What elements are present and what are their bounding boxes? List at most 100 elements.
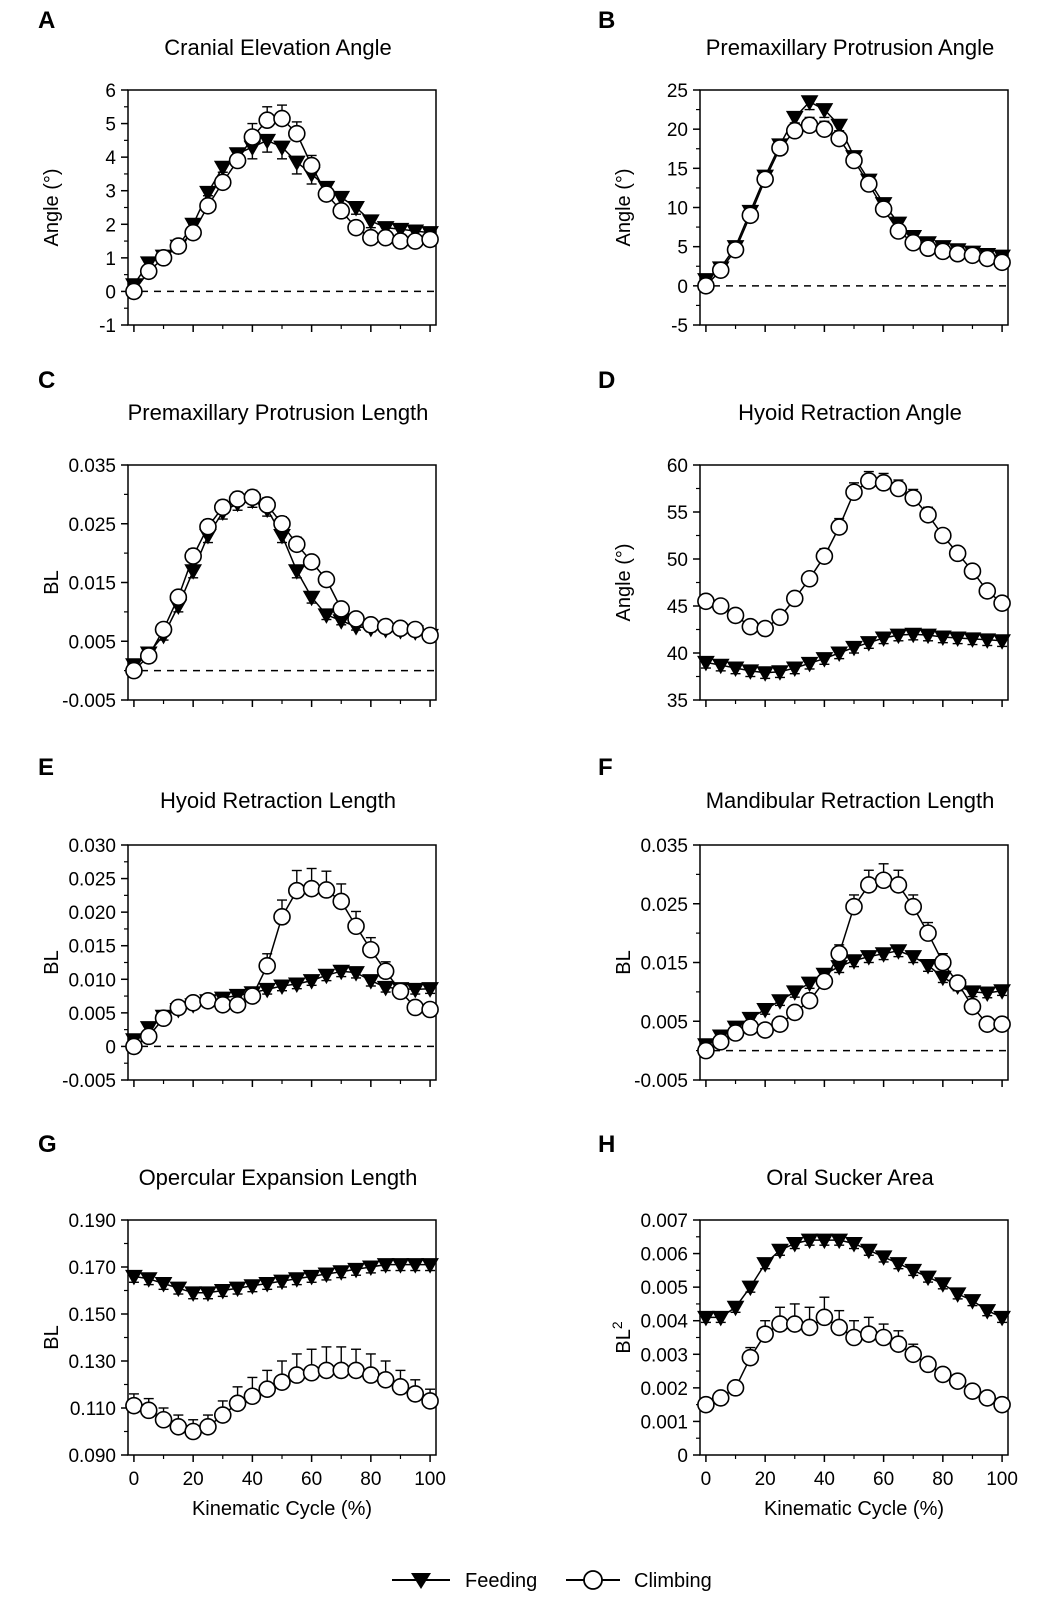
panel-letter: G	[38, 1131, 57, 1158]
y-tick-label: 0.015	[68, 937, 116, 958]
y-tick-label: 6	[105, 81, 116, 102]
data-point-climbing	[934, 953, 952, 972]
legend-climbing-label: Climbing	[634, 1570, 712, 1592]
data-point-feeding	[800, 976, 819, 993]
data-point-climbing	[978, 1389, 997, 1407]
data-point-feeding	[273, 979, 291, 996]
data-point-feeding	[332, 190, 351, 207]
y-tick-label: 25	[667, 81, 688, 102]
data-point-climbing	[815, 120, 834, 138]
data-point-climbing	[406, 998, 425, 1017]
y-axis-label-text: BL	[41, 1325, 63, 1349]
data-point-climbing	[391, 982, 410, 1001]
data-point-feeding	[697, 655, 715, 672]
y-tick-label: 40	[667, 644, 688, 665]
data-point-feeding	[771, 665, 789, 681]
data-point-climbing	[302, 156, 321, 175]
data-point-feeding	[845, 954, 863, 970]
panel-title: Opercular Expansion Length	[139, 1165, 418, 1190]
data-point-climbing	[199, 991, 217, 1010]
series-feeding	[697, 944, 1011, 1054]
data-point-feeding	[756, 666, 775, 682]
data-point-climbing	[919, 1355, 937, 1374]
y-axis-label: Angle (°)	[613, 168, 635, 246]
y-tick-label: 0.015	[640, 954, 688, 975]
panel-c: C Premaxillary Protrusion Length -0.005 0.0…	[38, 367, 439, 712]
data-point-climbing	[228, 151, 247, 170]
data-point-climbing	[919, 239, 937, 258]
data-point-climbing	[391, 1378, 410, 1396]
data-point-climbing	[288, 124, 306, 143]
data-point-climbing	[874, 474, 893, 492]
data-point-climbing	[362, 228, 380, 247]
y-tick-label: 4	[105, 148, 116, 169]
data-point-feeding	[347, 201, 365, 217]
data-point-climbing	[273, 514, 291, 533]
data-point-climbing	[711, 1389, 730, 1407]
x-tick-label: 60	[873, 1469, 894, 1490]
data-point-feeding	[228, 1281, 247, 1298]
data-point-feeding	[756, 1257, 775, 1273]
panel-letter: D	[598, 367, 615, 394]
y-tick-label: 0.004	[640, 1312, 688, 1333]
data-point-climbing	[934, 242, 952, 261]
data-point-climbing	[697, 277, 715, 295]
data-point-climbing	[741, 1348, 760, 1367]
data-point-climbing	[860, 876, 878, 894]
y-tick-label: -5	[671, 316, 688, 337]
series-climbing	[697, 863, 1011, 1060]
y-tick-label: 0.002	[640, 1379, 688, 1400]
data-point-climbing	[756, 170, 774, 189]
data-point-feeding	[302, 974, 321, 990]
data-point-climbing	[771, 1015, 789, 1033]
data-point-feeding	[815, 1233, 834, 1250]
data-point-feeding	[785, 1237, 804, 1253]
y-axis-label-text: Angle (°)	[41, 168, 63, 246]
data-point-climbing	[874, 1328, 893, 1347]
y-axis-label: BL2	[609, 1321, 635, 1353]
y-tick-label: 0	[105, 1037, 116, 1058]
data-point-climbing	[228, 995, 247, 1014]
y-tick-label: 0.090	[68, 1446, 116, 1467]
y-tick-label: 0.010	[68, 970, 116, 991]
series-feeding	[125, 1258, 439, 1302]
data-point-feeding	[258, 982, 277, 999]
data-point-feeding	[243, 1279, 262, 1295]
data-point-climbing	[169, 588, 188, 606]
data-point-climbing	[421, 230, 439, 249]
data-point-climbing	[184, 993, 202, 1012]
series-climbing	[125, 867, 439, 1056]
data-point-climbing	[139, 262, 158, 281]
y-tick-label: 0.150	[68, 1305, 116, 1326]
data-point-climbing	[169, 237, 188, 255]
data-point-feeding	[904, 1263, 923, 1280]
data-point-feeding	[317, 608, 336, 624]
x-tick-label: 100	[414, 1469, 446, 1490]
data-point-feeding	[845, 1237, 863, 1253]
data-point-climbing	[756, 1325, 774, 1343]
data-point-feeding	[361, 974, 380, 990]
data-point-climbing	[213, 995, 232, 1014]
x-tick-label: 80	[932, 1469, 953, 1490]
data-point-climbing	[785, 1003, 804, 1022]
data-point-feeding	[332, 1265, 351, 1281]
y-tick-label: 0.001	[640, 1412, 688, 1433]
data-point-feeding	[317, 1267, 336, 1284]
y-tick-label: 0.003	[640, 1345, 688, 1366]
data-point-climbing	[889, 1335, 908, 1354]
data-point-feeding	[711, 658, 730, 675]
data-point-climbing	[125, 1396, 143, 1415]
y-tick-label: 15	[667, 159, 688, 180]
panel-title: Hyoid Retraction Length	[160, 788, 396, 813]
data-point-climbing	[904, 1345, 923, 1364]
data-point-climbing	[726, 606, 745, 625]
x-tick-label: 20	[755, 1469, 776, 1490]
data-point-feeding	[726, 661, 745, 678]
data-point-climbing	[302, 1363, 321, 1382]
data-point-feeding	[919, 628, 937, 645]
y-axis-label-text: BL	[41, 950, 63, 974]
data-point-feeding	[287, 564, 306, 580]
data-point-feeding	[154, 1276, 173, 1293]
data-point-climbing	[258, 957, 276, 975]
data-point-feeding	[845, 640, 863, 657]
